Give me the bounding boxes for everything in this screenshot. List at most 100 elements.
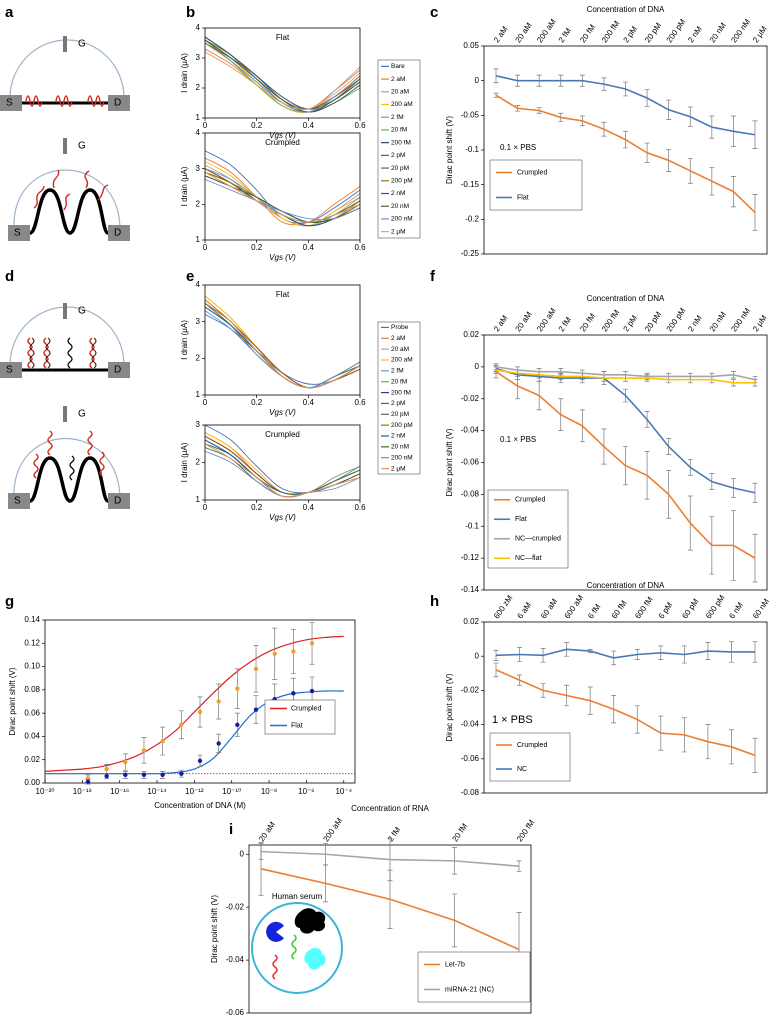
panel-label: f [430,268,436,285]
series-line [495,669,756,757]
gate [63,303,67,319]
y-tick-label: -0.02 [461,394,480,403]
y-tick-label: -0.1 [465,145,479,154]
series-line [495,370,756,559]
x-tick-label: 2 aM [492,24,510,44]
legend-label: 20 nM [391,203,409,210]
x-tick-label: 200 aM [535,306,558,333]
x-tick-label: 10⁻¹⁶ [110,787,129,796]
annotation: 0.1 × PBS [500,143,536,152]
y-tick-label: -0.06 [461,458,480,467]
x-tick-label: 200 nM [729,306,752,333]
x-tick-label: 60 aM [539,597,559,621]
x-tick-label: 0.4 [303,503,315,512]
probe-dna [25,95,105,107]
series-line [260,868,520,951]
x-tick-label: 0.4 [303,121,315,130]
data-point [160,738,165,744]
x-tick-label: 200 fM [600,308,622,333]
subplot-title: Crumpled [265,138,300,147]
x-tick-label: 0 [203,398,208,407]
data-point [291,691,296,696]
panel-label: c [430,4,438,21]
legend-label: Flat [291,722,303,729]
legend-label: Bare [391,63,405,70]
data-point [141,748,147,753]
iv-curve [204,299,361,389]
panel-label: b [186,4,195,21]
data-point [309,688,315,694]
x-tick-label: 2 μM [751,313,769,333]
x-tick-label: 60 fM [610,599,629,621]
source [8,493,30,509]
protein-icon [266,921,284,942]
y-tick-label: 0.05 [463,41,479,50]
x-axis-label: Vgs (V) [269,253,296,262]
x-axis-label: Concentration of DNA (M) [154,801,246,810]
series-line [495,94,756,213]
plot-frame [44,619,356,784]
gate-label: G [78,306,86,317]
iv-curve [204,447,361,498]
legend-label: 20 aM [391,346,409,353]
y-tick-label: -0.04 [461,426,480,435]
data-point [253,666,259,672]
x-tick-label: 200 fM [600,19,622,44]
x-tick-label: 0.2 [251,121,263,130]
iv-curve [204,299,361,389]
x-tick-label: 6 aM [516,600,534,620]
x-tick-label: 20 pM [643,310,663,334]
panel-label: d [5,268,14,285]
legend-label: 2 aM [391,335,405,342]
iv-curve [204,450,361,498]
iv-curve [204,171,361,223]
data-point [104,773,109,779]
legend-label: 200 fM [391,389,411,396]
iv-curve [204,161,361,227]
iv-curve [204,157,361,226]
nc-dna [67,337,73,369]
iv-curve [204,299,361,389]
x-tick-label: 2 aM [492,313,510,333]
legend-box [377,59,421,239]
x-tick-label: 2 fM [386,825,402,843]
y-tick-label: 3 [196,53,201,62]
gate-label: G [78,141,86,152]
x-tick-label: 20 nM [708,21,728,45]
iv-curve [204,299,361,389]
legend-label: 2 nM [391,190,405,197]
iv-curve [204,435,361,495]
panel-label: e [186,268,194,285]
source-label: S [14,228,21,239]
legend-label: Crumpled [291,705,321,712]
x-tick-label: 200 pM [665,306,688,333]
x-tick-label: 0 [203,243,208,252]
crumpled-graphene [29,456,110,503]
panel-label: h [430,593,439,610]
iv-curve [204,150,361,224]
plot-frame [204,27,361,119]
x-tick-label: 6 nM [727,600,745,620]
data-point [123,759,128,765]
source [8,225,30,241]
y-tick-label: 0.00 [24,778,40,787]
y-tick-label: 0.12 [24,638,40,647]
x-tick-label: 200 nM [729,17,752,44]
y-tick-label: -0.08 [461,788,480,797]
electrolyte-arch [13,169,121,231]
legend-label: 200 pM [391,178,413,185]
drain-label: D [114,228,121,239]
target-dna [29,337,97,369]
x-tick-label: 2 pM [621,313,639,333]
legend-label: Flat [517,194,529,201]
gate [63,138,67,154]
series-line [495,366,756,381]
x-tick-label: 20 pM [643,21,663,45]
inset-label: Human serum [272,892,323,901]
x-tick-label: 0.6 [354,503,366,512]
data-point [197,709,203,715]
schematic: G S D [0,303,130,378]
legend-label: Probe [391,324,409,331]
data-point [291,649,296,654]
